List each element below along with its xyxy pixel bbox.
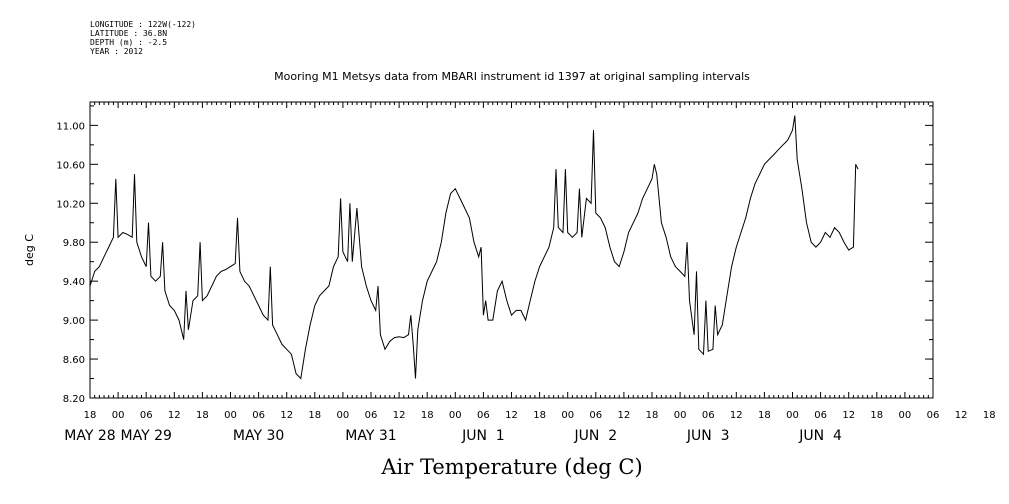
x-hour-label: 00 [449, 410, 462, 421]
x-hour-label: 18 [758, 410, 771, 421]
x-hour-label: 12 [168, 410, 181, 421]
y-tick-label: 9.80 [63, 238, 85, 249]
x-date-labels: MAY 28 MAY 29 MAY 30 MAY 31 JUN 1 JUN 2 JUN 3 J… [64, 428, 842, 444]
x-hour-label: 18 [533, 410, 546, 421]
x-date-label: JUN 1 [461, 428, 505, 444]
x-date-label: JUN 2 [573, 428, 617, 444]
chart-title: Mooring M1 Metsys data from MBARI instru… [274, 70, 750, 83]
x-date-label: JUN 3 [686, 428, 730, 444]
x-hour-label: 00 [112, 410, 125, 421]
x-hour-label: 18 [870, 410, 883, 421]
x-hour-label: 06 [140, 410, 153, 421]
x-hour-label: 12 [955, 410, 968, 421]
x-hour-label: 12 [280, 410, 293, 421]
x-date-label: MAY 30 [233, 428, 284, 444]
x-hour-label: 18 [196, 410, 209, 421]
x-date-label: JUN 4 [798, 428, 842, 444]
x-date-label: MAY 31 [345, 428, 396, 444]
x-hour-label: 00 [786, 410, 799, 421]
metadata-line: LATITUDE : 36.8N [90, 29, 168, 38]
x-hour-label: 18 [421, 410, 434, 421]
x-hour-label: 00 [674, 410, 687, 421]
x-hour-label: 06 [814, 410, 827, 421]
y-tick-label: 8.60 [63, 355, 85, 366]
axis-ticks [89, 102, 934, 399]
x-hour-label: 06 [702, 410, 715, 421]
x-hour-label: 12 [618, 410, 631, 421]
x-hour-label: 06 [252, 410, 265, 421]
y-tick-labels: 8.20 8.60 9.00 9.40 9.80 10.20 10.60 11.00 [56, 121, 85, 405]
x-hour-label: 00 [899, 410, 912, 421]
x-hour-label: 18 [646, 410, 659, 421]
x-date-label: MAY 29 [121, 428, 172, 444]
air-temperature-line [89, 115, 859, 380]
y-tick-label: 9.00 [63, 316, 85, 327]
x-hour-label: 00 [337, 410, 350, 421]
x-hour-label: 06 [927, 410, 940, 421]
x-hour-label: 18 [84, 410, 97, 421]
x-axis-label: Air Temperature (deg C) [380, 455, 642, 479]
metadata-line: DEPTH (m) : -2.5 [90, 38, 168, 47]
y-tick-label: 10.60 [56, 160, 85, 171]
x-hour-label: 00 [224, 410, 237, 421]
y-tick-label: 8.20 [63, 394, 85, 405]
x-hour-label: 06 [477, 410, 490, 421]
metadata-line: YEAR : 2012 [90, 47, 143, 56]
x-hour-label: 12 [842, 410, 855, 421]
x-tick-labels: 18 00 06 12 18 00 06 12 18 00 06 12 18 00 06 12 18 00 06 12… [84, 410, 996, 421]
metadata-block: LONGITUDE : 122W(-122) LATITUDE : 36.8N … [90, 20, 196, 56]
y-tick-label: 11.00 [56, 121, 85, 132]
metadata-line: LONGITUDE : 122W(-122) [90, 20, 196, 29]
x-hour-label: 12 [393, 410, 406, 421]
y-tick-label: 9.40 [63, 277, 85, 288]
x-hour-label: 18 [983, 410, 996, 421]
x-date-label: MAY 28 [64, 428, 115, 444]
y-tick-label: 10.20 [56, 199, 85, 210]
y-axis-label: deg C [23, 234, 36, 266]
x-hour-label: 12 [505, 410, 518, 421]
x-hour-label: 00 [561, 410, 574, 421]
x-hour-label: 12 [730, 410, 743, 421]
x-hour-label: 18 [308, 410, 321, 421]
x-hour-label: 06 [589, 410, 602, 421]
plot-frame [89, 101, 934, 399]
x-hour-label: 06 [365, 410, 378, 421]
